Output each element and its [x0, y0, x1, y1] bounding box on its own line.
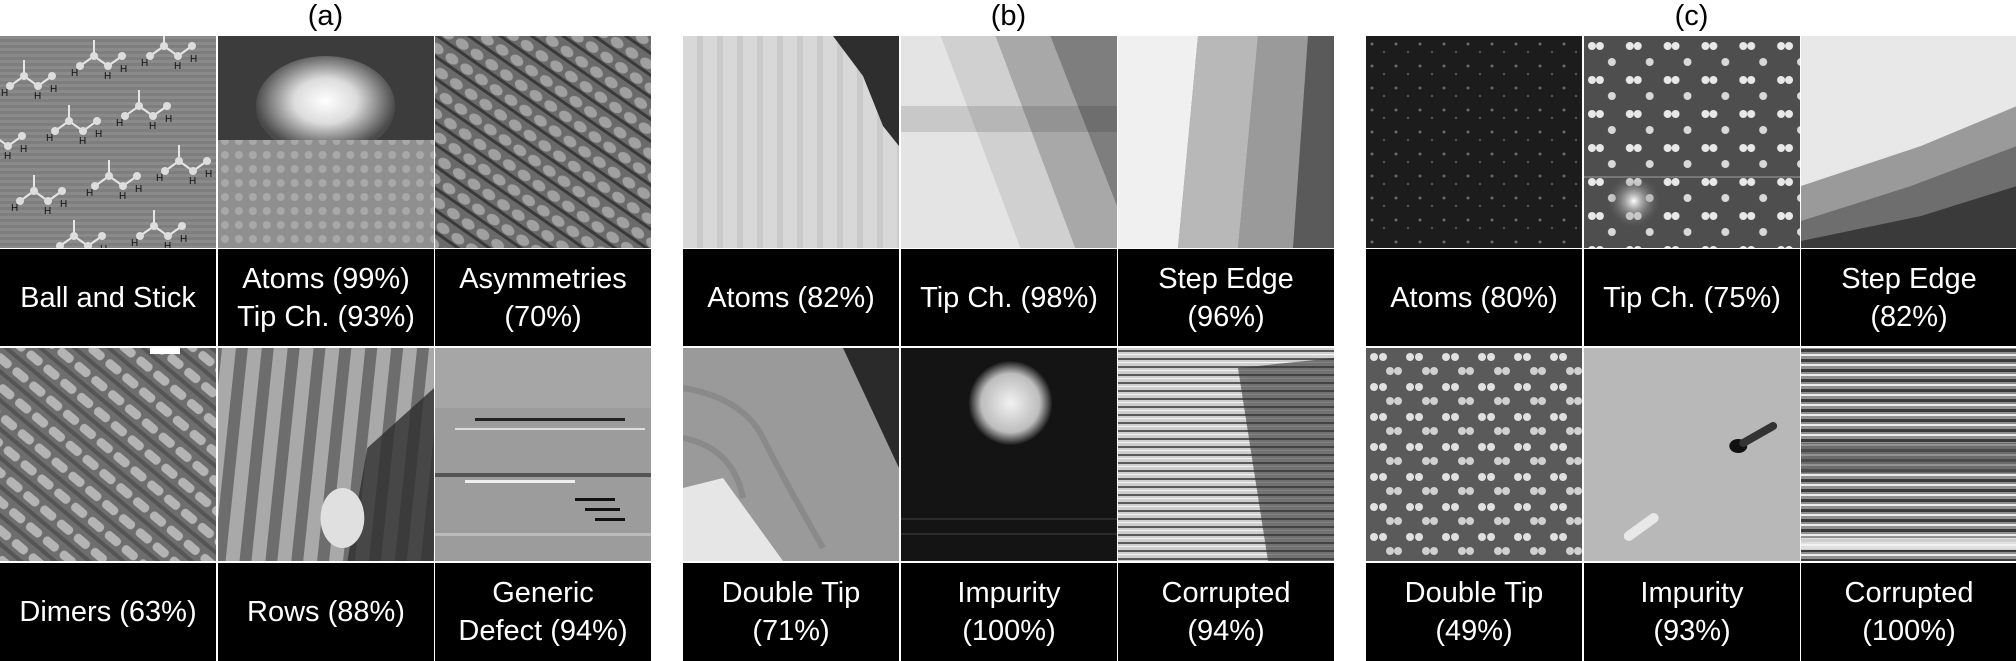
tile-caption: Dimers (63%)	[0, 563, 216, 661]
panel-label: (c)	[1674, 0, 1709, 32]
tile-caption: Step Edge (82%)	[1801, 249, 2016, 346]
tile-caption: Tip Ch. (98%)	[901, 249, 1117, 346]
stm-image-corrupted	[1118, 348, 1334, 561]
stm-image-step-edge-layers	[1801, 36, 2016, 248]
stm-image-step-edge	[1118, 36, 1334, 248]
stm-image-double-tip	[683, 348, 899, 561]
tile-caption: Atoms (82%)	[683, 249, 899, 346]
stm-image-tip-change-atoms	[218, 36, 434, 248]
tile-caption: Impurity (93%)	[1584, 563, 1800, 661]
stm-image-asymmetries	[435, 36, 651, 248]
tile-caption: Tip Ch. (75%)	[1584, 249, 1800, 346]
stm-image-tip-change-steps	[901, 36, 1117, 248]
panel-a: (a) H H H	[0, 0, 651, 661]
tile-caption: Corrupted (100%)	[1801, 563, 2016, 661]
stm-image-tip-change-adsorbates	[1584, 36, 1800, 248]
stm-image-impurity-small	[1584, 348, 1800, 561]
stm-image-rows	[218, 348, 434, 561]
tile-caption: Rows (88%)	[218, 563, 434, 661]
stm-image-atoms-terrace	[683, 36, 899, 248]
tile-caption: Impurity (100%)	[901, 563, 1117, 661]
stm-image-generic-defect	[435, 348, 651, 561]
panel-b: (b)	[683, 0, 1334, 661]
stm-image-corrupted-streaks	[1801, 348, 2016, 561]
tile-caption: Double Tip (71%)	[683, 563, 899, 661]
stm-image-atoms-dark	[1366, 36, 1582, 248]
stm-image-double-tip-pairs	[1366, 348, 1582, 561]
panel-label: (b)	[990, 0, 1027, 32]
stm-image-impurity-blob	[901, 348, 1117, 561]
tile-caption: Generic Defect (94%)	[435, 563, 651, 661]
tile-caption: Step Edge (96%)	[1118, 249, 1334, 346]
stm-image-ball-and-stick: H H H	[0, 36, 216, 248]
tile-caption: Corrupted (94%)	[1118, 563, 1334, 661]
tile-caption: Atoms (99%) Tip Ch. (93%)	[218, 249, 434, 346]
panel-label: (a)	[307, 0, 344, 32]
tile-caption: Double Tip (49%)	[1366, 563, 1582, 661]
panel-c: (c)	[1366, 0, 2016, 661]
tile-caption: Atoms (80%)	[1366, 249, 1582, 346]
tile-caption: Asymmetries (70%)	[435, 249, 651, 346]
tile-caption: Ball and Stick	[0, 249, 216, 346]
stm-image-dimers	[0, 348, 216, 561]
